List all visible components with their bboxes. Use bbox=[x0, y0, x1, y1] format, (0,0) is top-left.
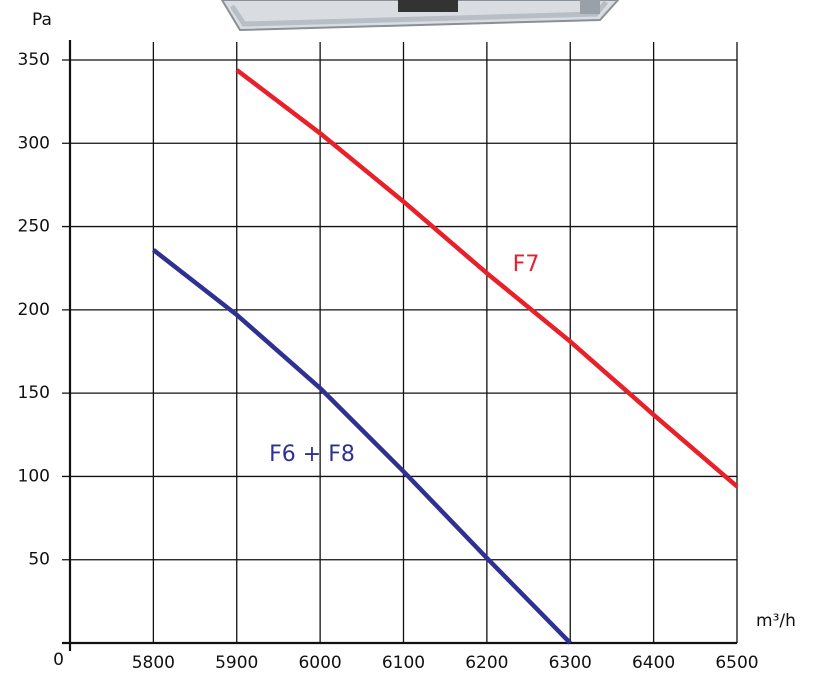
x-tick-label: 5900 bbox=[215, 653, 258, 673]
x-tick-label: 6200 bbox=[465, 653, 508, 673]
y-tick-label: 300 bbox=[18, 133, 50, 153]
series-line bbox=[235, 68, 739, 489]
x-tick-label: 6400 bbox=[632, 653, 675, 673]
series-label: F6 + F8 bbox=[269, 442, 355, 467]
y-tick-label: 50 bbox=[28, 550, 50, 570]
y-tick-label: 0 bbox=[53, 650, 64, 670]
series-line bbox=[151, 248, 572, 645]
x-tick-label: 5800 bbox=[132, 653, 175, 673]
y-tick-label: 350 bbox=[18, 50, 50, 70]
y-tick-label: 100 bbox=[18, 466, 50, 486]
y-tick-label: 200 bbox=[18, 300, 50, 320]
series-label: F7 bbox=[513, 252, 540, 277]
x-tick-label: 6100 bbox=[382, 653, 425, 673]
y-tick-label: 150 bbox=[18, 383, 50, 403]
x-tick-label: 6300 bbox=[549, 653, 592, 673]
x-tick-label: 6500 bbox=[715, 653, 758, 673]
product-photo bbox=[220, 0, 620, 32]
x-axis-label: m³/h bbox=[756, 611, 796, 631]
y-axis-label: Pa bbox=[32, 10, 52, 30]
x-tick-label: 6000 bbox=[298, 653, 341, 673]
y-tick-label: 250 bbox=[18, 217, 50, 237]
